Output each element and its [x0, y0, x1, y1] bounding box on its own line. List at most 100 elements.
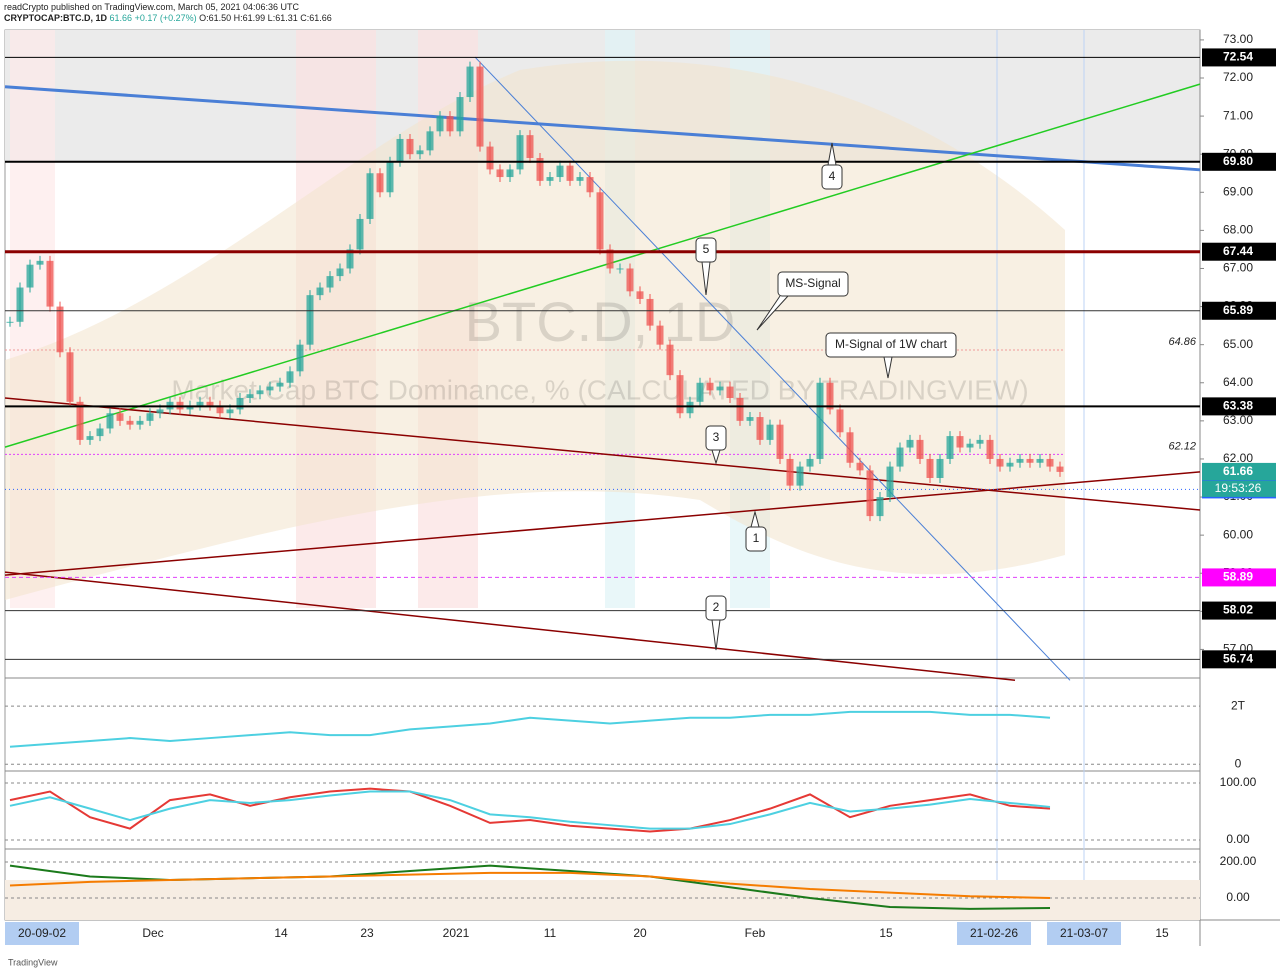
- callout-text: 1: [753, 531, 760, 545]
- candle: [646, 298, 654, 326]
- momentum-zone: [5, 880, 1200, 920]
- candle: [186, 405, 194, 410]
- candle: [686, 401, 694, 414]
- candle: [866, 470, 874, 517]
- candle: [956, 436, 964, 448]
- y-tick-label: 73.00: [1223, 32, 1253, 46]
- candle: [446, 116, 454, 132]
- candle: [286, 371, 294, 383]
- level-label: 61.66: [1223, 464, 1253, 478]
- y-tick-label: 67.00: [1223, 261, 1253, 275]
- candle: [386, 161, 394, 193]
- candle: [966, 443, 974, 448]
- candle: [46, 260, 54, 307]
- callout-text: 4: [829, 169, 836, 183]
- candle: [836, 409, 844, 433]
- level-label: 65.89: [1223, 303, 1253, 317]
- candle: [416, 150, 424, 155]
- candle: [846, 432, 854, 463]
- callout-box: [705, 425, 727, 451]
- indicator-line: [9, 871, 1051, 900]
- candle: [606, 249, 614, 269]
- trend-line: [4, 83, 1201, 448]
- candle: [996, 458, 1004, 467]
- watermark-symbol: BTC.D, 1D: [465, 290, 736, 353]
- candle: [516, 135, 524, 170]
- candle: [546, 177, 554, 181]
- candle: [896, 447, 904, 467]
- footer-logo: TradingView: [8, 957, 58, 967]
- candle: [906, 439, 914, 448]
- y-tick-label: 62.00: [1223, 451, 1253, 465]
- level-label: 67.44: [1223, 244, 1253, 258]
- candle: [926, 458, 934, 478]
- candle: [696, 382, 704, 402]
- y-tick-label: 100.00: [1220, 775, 1257, 789]
- candle: [526, 135, 534, 158]
- trend-line: [4, 397, 1201, 511]
- level-label-box: [1202, 242, 1276, 261]
- candle: [876, 497, 884, 517]
- callout-pointer: [711, 449, 721, 465]
- time-label: 23: [360, 926, 374, 940]
- candle: [426, 131, 434, 151]
- candle: [1006, 462, 1014, 467]
- y-tick-label: 64.00: [1223, 375, 1253, 389]
- candle: [376, 173, 384, 193]
- callout-text: 5: [703, 242, 710, 256]
- callout-box: [825, 332, 957, 358]
- candle: [736, 398, 744, 421]
- candle: [916, 439, 924, 459]
- candle: [636, 291, 644, 299]
- y-tick-label: 65.00: [1223, 337, 1253, 351]
- candle: [756, 417, 764, 440]
- callout-text: M-Signal of 1W chart: [835, 337, 948, 351]
- candle: [1036, 458, 1044, 463]
- candle: [616, 268, 624, 270]
- candle: [556, 165, 564, 178]
- level-label-box: [1202, 48, 1276, 67]
- candle: [196, 401, 204, 406]
- callout-pointer: [750, 510, 760, 528]
- candle: [106, 413, 114, 429]
- candle: [206, 401, 214, 406]
- time-label-box: [957, 922, 1031, 945]
- candle: [436, 116, 444, 132]
- y-tick-label: 71.00: [1223, 108, 1253, 122]
- candle: [486, 146, 494, 170]
- level-label-box: [1202, 397, 1276, 416]
- callout-box: [777, 271, 849, 297]
- candle: [356, 218, 364, 250]
- callout-pointer: [883, 356, 893, 379]
- callout-box: [695, 237, 717, 263]
- y-tick-label: 0: [1235, 756, 1242, 770]
- candle: [656, 325, 664, 345]
- candle: [76, 401, 84, 440]
- candle: [66, 352, 74, 402]
- time-label: 15: [879, 926, 893, 940]
- time-label-box: [5, 922, 79, 945]
- level-label: 58.02: [1223, 603, 1253, 617]
- countdown-box: [1202, 480, 1276, 497]
- candle: [806, 458, 814, 467]
- inline-level-label: 62.12: [1168, 440, 1196, 452]
- callout-pointer: [701, 261, 711, 296]
- candle: [116, 413, 124, 421]
- candle: [936, 458, 944, 478]
- candle: [886, 466, 894, 498]
- level-label-box: [1202, 601, 1276, 620]
- indicator-line: [9, 790, 1051, 830]
- time-label: 2021: [443, 926, 470, 940]
- level-label-box: [1202, 462, 1276, 481]
- publisher: readCrypto published on TradingView.com,…: [4, 2, 300, 12]
- ohlc: O:61.50 H:61.99 L:61.31 C:61.66: [199, 13, 332, 23]
- level-label: 56.74: [1223, 652, 1253, 666]
- candle: [796, 466, 804, 486]
- candle: [216, 405, 224, 414]
- candle: [136, 420, 144, 425]
- candle: [776, 424, 784, 459]
- candle: [296, 344, 304, 372]
- y-tick-label: 69.00: [1223, 184, 1253, 198]
- candle: [1016, 458, 1024, 463]
